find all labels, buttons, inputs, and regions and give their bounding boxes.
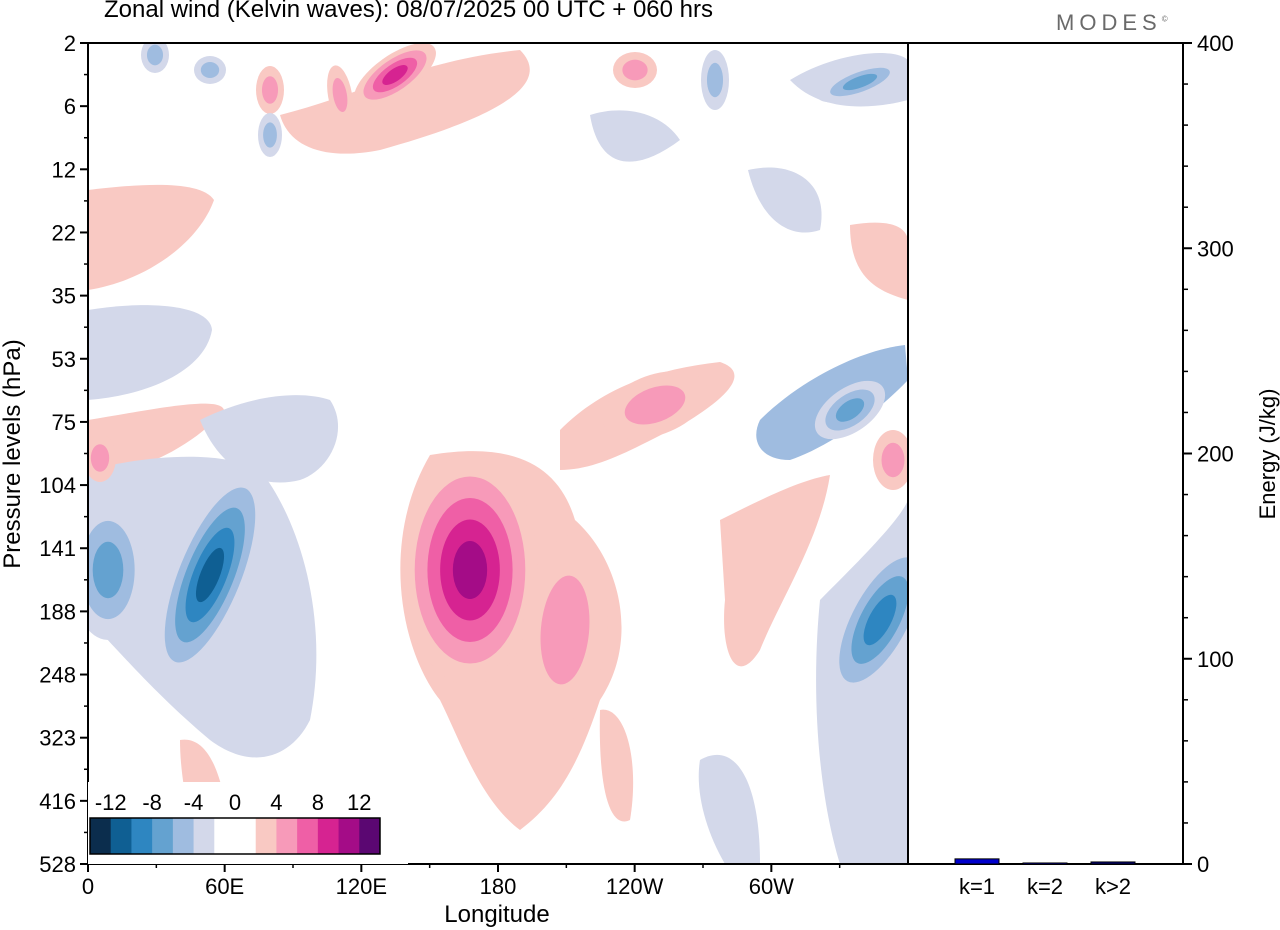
energy-axis: 0 100 200 300 400 bbox=[1183, 31, 1234, 877]
contour-band bbox=[90, 444, 110, 472]
colorbar-label: 4 bbox=[270, 790, 282, 815]
y-tick-label: 528 bbox=[39, 852, 76, 877]
colorbar-swatch bbox=[152, 818, 174, 854]
y-tick-label: 35 bbox=[52, 284, 76, 309]
energy-tick-label: 200 bbox=[1197, 442, 1234, 467]
contour-band bbox=[88, 305, 212, 400]
energy-bar-label: k=1 bbox=[959, 874, 995, 899]
contour-band bbox=[720, 475, 830, 667]
colorbar-frame bbox=[89, 817, 381, 855]
x-axis: 0 60E 120E 180 120W 60W bbox=[82, 864, 841, 899]
y-tick-label: 53 bbox=[52, 347, 76, 372]
y-tick-label: 416 bbox=[39, 789, 76, 814]
contour-band bbox=[200, 395, 339, 483]
contour-band bbox=[624, 385, 686, 425]
y-tick-label: 22 bbox=[52, 220, 76, 245]
energy-bar-label: k=2 bbox=[1027, 874, 1063, 899]
brand-name: MODES bbox=[1056, 10, 1162, 35]
contour-band bbox=[622, 59, 648, 81]
colorbar-swatch bbox=[276, 818, 298, 854]
chart-title: Zonal wind (Kelvin waves): 08/07/2025 00… bbox=[104, 0, 713, 23]
y-tick-label: 12 bbox=[52, 157, 76, 182]
bar-frame bbox=[907, 42, 1184, 865]
colorbar-swatch bbox=[131, 818, 153, 854]
contour-band bbox=[706, 62, 724, 98]
colorbar-swatch bbox=[338, 818, 360, 854]
y-tick-label: 188 bbox=[39, 599, 76, 624]
colorbar-label: 0 bbox=[229, 790, 241, 815]
energy-bar bbox=[954, 858, 1000, 865]
y-tick-label: 141 bbox=[39, 536, 76, 561]
x-tick-label: 60W bbox=[749, 874, 794, 899]
contour-band bbox=[263, 122, 277, 148]
energy-tick-label: 0 bbox=[1197, 852, 1209, 877]
contour-band bbox=[92, 541, 124, 599]
energy-bar-label: k>2 bbox=[1095, 874, 1131, 899]
contour-band bbox=[863, 594, 897, 646]
colorbar-swatch bbox=[193, 818, 215, 854]
contour-band bbox=[382, 65, 408, 85]
x-tick-label: 180 bbox=[480, 874, 517, 899]
energy-bars: k=1 k=2 k>2 bbox=[954, 858, 1136, 899]
contour-band bbox=[452, 540, 488, 600]
contour-band bbox=[850, 222, 908, 300]
contour-band bbox=[599, 709, 634, 822]
colorbar-label: -8 bbox=[142, 790, 162, 815]
colorbar-swatch bbox=[90, 818, 112, 854]
energy-bar bbox=[1022, 862, 1068, 865]
y-tick-label: 2 bbox=[64, 31, 76, 56]
y-tick-label: 75 bbox=[52, 410, 76, 435]
colorbar-swatch bbox=[172, 818, 195, 854]
y-axis-label: Pressure levels (hPa) bbox=[0, 339, 26, 568]
colorbar-label: 8 bbox=[312, 790, 324, 815]
y-tick-label: 6 bbox=[64, 94, 76, 119]
x-tick-label: 120E bbox=[336, 874, 387, 899]
energy-bar bbox=[1090, 861, 1136, 865]
contour-band bbox=[540, 575, 590, 685]
colorbar-swatch bbox=[317, 818, 340, 854]
x-tick-label: 60E bbox=[205, 874, 244, 899]
contour-band bbox=[146, 44, 164, 66]
brand-mark: © bbox=[1161, 14, 1168, 24]
colorbar: -12 -8 -4 0 4 8 12 bbox=[88, 782, 408, 864]
x-tick-label: 0 bbox=[82, 874, 94, 899]
contour-band bbox=[280, 50, 530, 154]
contour-band bbox=[261, 76, 279, 104]
contour-band bbox=[698, 754, 760, 864]
x-axis-label: Longitude bbox=[444, 901, 549, 928]
y-tick-label: 323 bbox=[39, 726, 76, 751]
contour-band bbox=[195, 547, 225, 603]
contour-band bbox=[842, 73, 878, 91]
contour-band bbox=[88, 184, 214, 290]
y-axis: 2 6 12 22 35 53 75 104 141 188 248 323 416 528 bbox=[39, 31, 88, 877]
energy-axis-label: Energy (J/kg) bbox=[1255, 389, 1280, 520]
colorbar-swatch bbox=[359, 818, 381, 854]
contour-band bbox=[881, 442, 905, 478]
x-tick-label: 120W bbox=[606, 874, 664, 899]
colorbar-swatch bbox=[235, 818, 257, 854]
heatmap-field bbox=[88, 43, 908, 864]
contour-band bbox=[88, 403, 224, 480]
energy-tick-label: 300 bbox=[1197, 236, 1234, 261]
y-tick-label: 104 bbox=[39, 473, 76, 498]
contour-band bbox=[200, 61, 220, 79]
contour-band bbox=[332, 77, 348, 113]
energy-tick-label: 100 bbox=[1197, 647, 1234, 672]
colorbar-label: -4 bbox=[184, 790, 204, 815]
colorbar-swatch bbox=[214, 818, 236, 854]
energy-tick-label: 400 bbox=[1197, 31, 1234, 56]
y-tick-label: 248 bbox=[39, 663, 76, 688]
contour-band bbox=[748, 167, 822, 233]
colorbar-label: 12 bbox=[347, 790, 371, 815]
colorbar-swatch bbox=[255, 818, 277, 854]
contour-band bbox=[835, 398, 865, 422]
brand-logo: MODES© bbox=[1056, 10, 1168, 36]
colorbar-swatch bbox=[110, 818, 132, 854]
colorbar-label: -12 bbox=[95, 790, 127, 815]
colorbar-swatch bbox=[297, 818, 319, 854]
contour-band bbox=[590, 110, 680, 162]
